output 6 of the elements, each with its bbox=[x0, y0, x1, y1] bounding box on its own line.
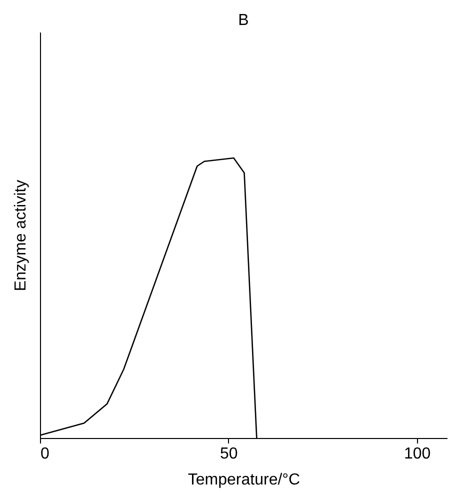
x-tick-label: 50 bbox=[220, 446, 238, 462]
chart-title: B bbox=[238, 12, 249, 29]
x-tick-label: 0 bbox=[40, 446, 50, 462]
y-axis-title: Enzyme activity bbox=[12, 180, 30, 292]
x-axis-title: Temperature/°C bbox=[188, 472, 300, 488]
x-tick-label: 100 bbox=[404, 446, 431, 462]
